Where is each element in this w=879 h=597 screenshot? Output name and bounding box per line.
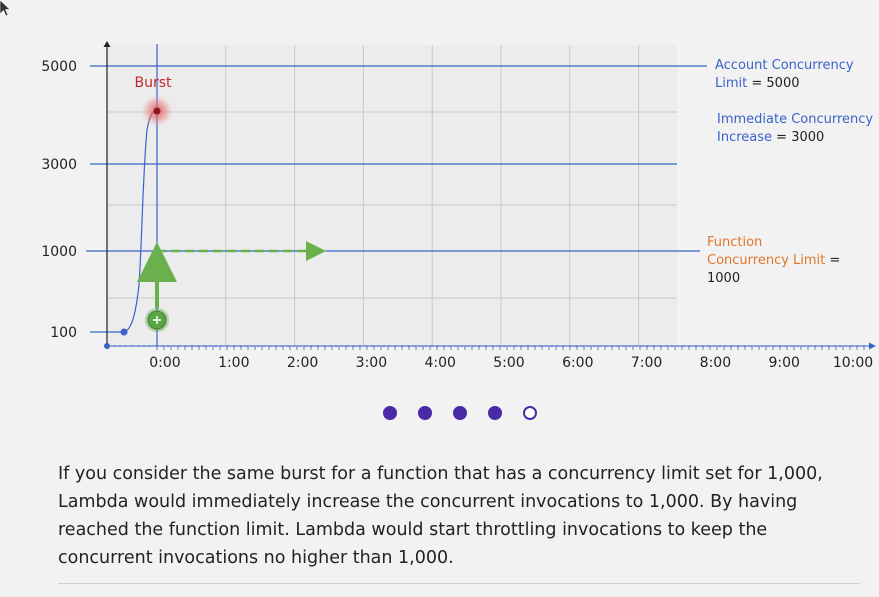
x-tick-label: 0:00 — [149, 355, 180, 371]
minor-gridlines — [107, 111, 677, 299]
burst-point — [153, 107, 161, 115]
slide-caption: If you consider the same burst for a fun… — [58, 464, 823, 568]
x-tick-label: 5:00 — [493, 355, 524, 371]
y-tick-label: 1000 — [41, 244, 77, 260]
x-tick-label: 4:00 — [424, 355, 455, 371]
plot-background — [107, 45, 677, 347]
vertical-gridlines — [225, 45, 640, 346]
function-limit-note-value: 1000 — [707, 271, 741, 286]
y-tick-label: 100 — [50, 325, 77, 341]
x-tick-label: 7:00 — [631, 355, 662, 371]
y-tick-label: 5000 — [41, 59, 77, 75]
y-axis-arrow-icon — [103, 41, 111, 47]
account-limit-note-value: 5000 — [766, 76, 800, 91]
account-limit-note-label: Account Concurrency Limit — [715, 58, 854, 91]
function-limit-note-label: Function Concurrency Limit — [707, 235, 826, 268]
function-limit-note-eq: = — [825, 253, 841, 268]
x-tick-marks — [156, 346, 865, 350]
x-tick-label: 9:00 — [768, 355, 799, 371]
x-tick-label: 8:00 — [700, 355, 731, 371]
immediate-increase-note: Immediate Concurrency Increase = 3000 — [717, 111, 877, 147]
immediate-increase-note-label: Immediate Concurrency Increase — [717, 112, 874, 145]
immediate-increase-note-value: 3000 — [791, 130, 825, 145]
x-tick-label: 2:00 — [287, 355, 318, 371]
function-limit-note: Function Concurrency Limit = 1000 — [707, 234, 847, 288]
y-tick-labels: 5000 3000 1000 100 — [41, 59, 77, 341]
x-tick-label: 1:00 — [218, 355, 249, 371]
x-axis-arrow-icon — [869, 342, 876, 350]
burst-label: Burst — [134, 75, 172, 91]
x-tick-label: 6:00 — [562, 355, 593, 371]
pager-dot-2[interactable] — [418, 406, 432, 420]
pager-dot-5[interactable] — [523, 406, 537, 420]
caption-divider — [58, 583, 860, 584]
account-limit-note-eq: = — [747, 76, 767, 91]
y-tick-label: 3000 — [41, 157, 77, 173]
baseline-point — [120, 328, 128, 336]
concurrency-chart: Burst 5000 3000 1000 100 0:00 1:00 2:00 3:00 4:… — [41, 41, 876, 371]
pager-dot-3[interactable] — [453, 406, 467, 420]
origin-dot — [104, 343, 110, 349]
x-tick-label: 3:00 — [356, 355, 387, 371]
pager-dot-4[interactable] — [488, 406, 502, 420]
cursor-arrow-icon — [0, 0, 10, 17]
account-limit-note: Account Concurrency Limit = 5000 — [715, 57, 875, 93]
slide-pager — [380, 404, 540, 424]
x-tick-labels: 0:00 1:00 2:00 3:00 4:00 5:00 6:00 7:00 8:00 9:00… — [149, 355, 873, 371]
immediate-increase-note-eq: = — [772, 130, 792, 145]
x-tick-label: 10:00 — [833, 355, 873, 371]
pager-dot-1[interactable] — [383, 406, 397, 420]
plus-circle-icon — [145, 308, 169, 332]
